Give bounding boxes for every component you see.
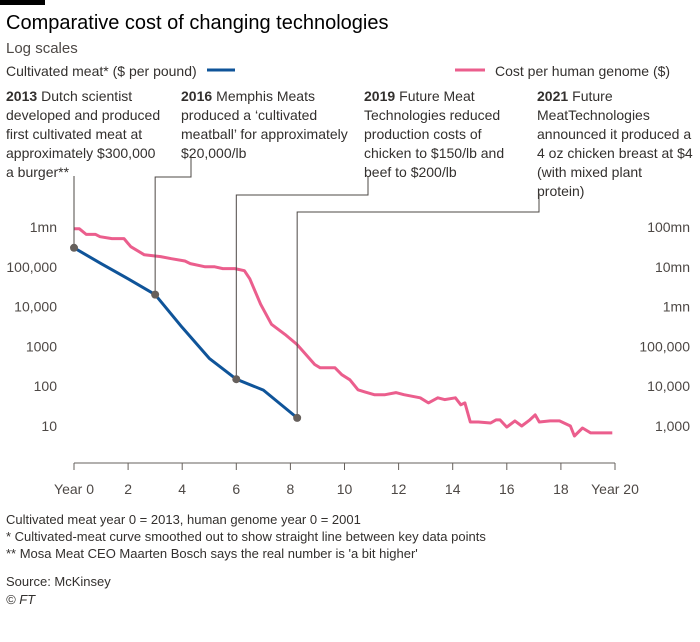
annotation-line: meatball’ for approximately (181, 126, 348, 142)
annotation-line: Future Meat (399, 88, 475, 104)
footnote: * Cultivated-meat curve smoothed out to … (6, 529, 486, 544)
y2-tick-label: 1,000 (655, 418, 690, 434)
y-tick-label: 10,000 (14, 299, 57, 315)
leader-line (154, 156, 192, 295)
annotation: 2016 Memphis Meats produced a ‘cultivated m… (181, 88, 348, 161)
x-tick-label: 12 (391, 481, 407, 497)
x-tick-label: Year 0 (54, 481, 94, 497)
x-tick-label: 14 (445, 481, 461, 497)
y2-tick-label: 10,000 (647, 378, 690, 394)
y-tick-label: 100 (34, 378, 58, 394)
key-point (293, 413, 302, 422)
leader-line (296, 193, 540, 418)
series-line (73, 246, 299, 420)
y-tick-label: 1000 (26, 338, 57, 354)
annotation-line: $20,000/lb (181, 145, 247, 161)
annotation-line: (with mixed plant (537, 164, 642, 180)
annotation-line: MeatTechnologies (537, 107, 650, 123)
annotation-line: announced it produced a (537, 126, 691, 142)
footnote: ** Mosa Meat CEO Maarten Bosch says the … (6, 546, 418, 561)
y2-tick-label: 100,000 (639, 338, 690, 354)
annotation-line: protein) (537, 183, 584, 199)
annotation: 2013 Dutch scientist developed and produce… (6, 88, 160, 180)
leader-line (235, 176, 369, 380)
series-line (74, 227, 613, 438)
annotation-line: production costs of (364, 126, 482, 142)
y2-tick-label: 100mn (647, 219, 690, 235)
credit: © FT (6, 592, 36, 607)
annotation-line: 4 oz chicken breast at $4 (537, 145, 693, 161)
y2-tick-label: 10mn (655, 259, 690, 275)
annotation: 2021 Future MeatTechnologies announced it p… (537, 88, 693, 199)
annotation-line: Technologies reduced (364, 107, 500, 123)
x-tick-label: 10 (337, 481, 353, 497)
annotation-year: 2016 (181, 88, 212, 104)
y2-tick-label: 1mn (663, 299, 690, 315)
annotation-line: first cultivated meat at (6, 126, 142, 142)
x-tick-label: 16 (499, 481, 515, 497)
key-point (151, 290, 160, 299)
y-tick-label: 100,000 (6, 259, 57, 275)
key-point (232, 375, 241, 384)
annotation-line: Memphis Meats (216, 88, 315, 104)
annotation-line: developed and produced (6, 107, 160, 123)
annotation: 2019 Future Meat Technologies reduced produ… (364, 88, 504, 180)
annotation-line: Dutch scientist (41, 88, 132, 104)
annotation-year: 2019 (364, 88, 395, 104)
x-tick-label: 18 (553, 481, 569, 497)
annotation-year: 2021 (537, 88, 568, 104)
x-tick-label: 6 (232, 481, 240, 497)
x-tick-label: 2 (124, 481, 132, 497)
annotation-line: a burger** (6, 164, 70, 180)
y-tick-label: 1mn (30, 219, 57, 235)
key-point (70, 243, 78, 252)
annotation-line: produced a ‘cultivated (181, 107, 317, 123)
source: Source: McKinsey (6, 574, 111, 589)
footnote: Cultivated meat year 0 = 2013, human gen… (6, 512, 361, 527)
x-tick-label: 8 (287, 481, 295, 497)
y-tick-label: 10 (41, 418, 57, 434)
annotation-line: beef to $200/lb (364, 164, 457, 180)
annotation-line: Future (572, 88, 613, 104)
chart-subtitle: Log scales (6, 40, 78, 57)
legend-label: Cost per human genome ($) (495, 63, 670, 79)
annotation-line: approximately $300,000 (6, 145, 156, 161)
annotation-year: 2013 (6, 88, 37, 104)
x-tick-label: Year 20 (591, 481, 639, 497)
x-tick-label: 4 (178, 481, 186, 497)
chart-title: Comparative cost of changing technologie… (6, 12, 388, 34)
annotation-line: chicken to $150/lb and (364, 145, 504, 161)
legend-label: Cultivated meat* ($ per pound) (6, 63, 197, 79)
brand-bar (0, 0, 45, 5)
